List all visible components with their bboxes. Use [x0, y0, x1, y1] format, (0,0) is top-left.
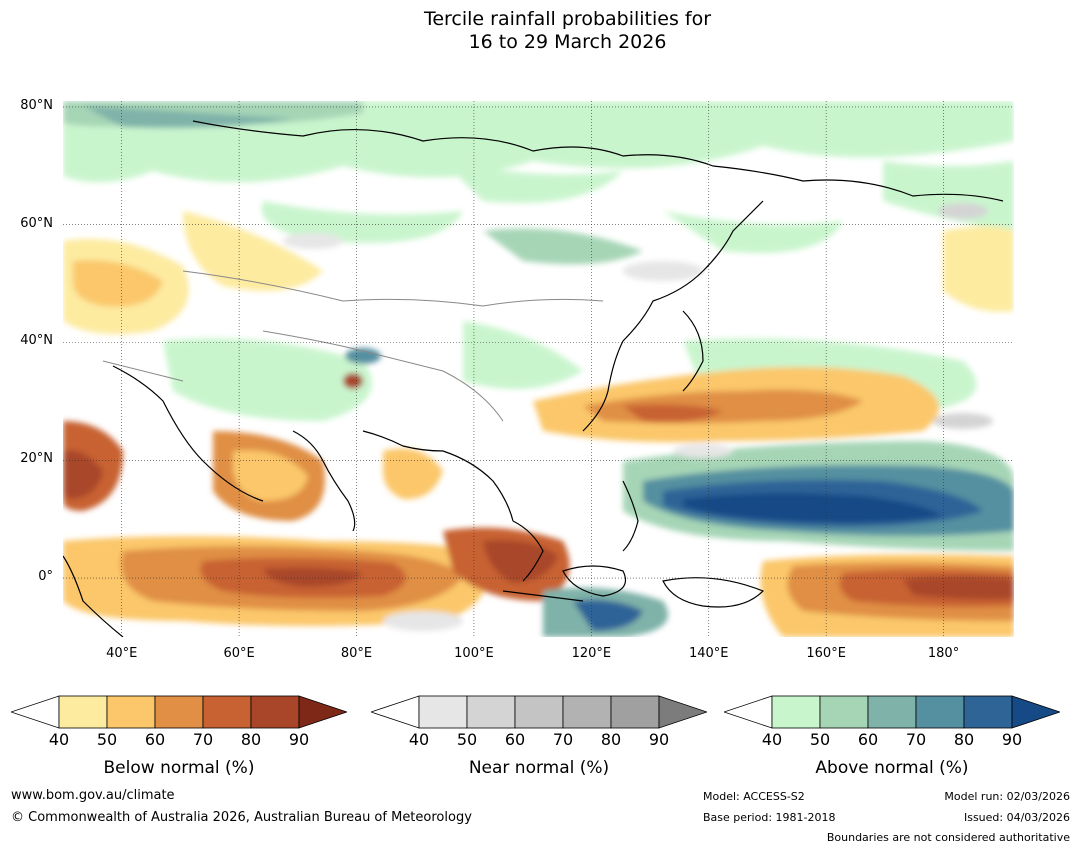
colorbar-tick-label: 90 [288, 730, 310, 749]
colorbar-tick-label: 50 [809, 730, 831, 749]
colorbar [724, 695, 1060, 729]
colorbar-box [58, 695, 108, 729]
longitude-label: 60°E [223, 646, 255, 661]
colorbar-tick-label: 50 [96, 730, 118, 749]
colorbar-tick-label: 70 [192, 730, 214, 749]
base-period: Base period: 1981-2018 [703, 811, 836, 824]
legend-title: Above normal (%) [815, 758, 969, 778]
chart-title: Tercile rainfall probabilities for 16 to… [0, 8, 1081, 54]
colorbar-tick-label: 40 [408, 730, 430, 749]
map-svg [63, 101, 1014, 637]
colorbar-box [867, 695, 917, 729]
colorbar-tick-label: 50 [456, 730, 478, 749]
gridlines [63, 101, 1014, 637]
colorbar-over-triangle [1011, 695, 1060, 729]
colorbar-tick-label: 70 [905, 730, 927, 749]
latitude-label: 0° [38, 569, 53, 585]
colorbar-tick-label: 60 [144, 730, 166, 749]
longitude-label: 180° [927, 646, 960, 661]
colorbar-tick-label: 90 [648, 730, 670, 749]
colorbar-box [963, 695, 1013, 729]
colorbar-legend: 40 50 60 70 80 90 [371, 694, 707, 750]
longitude-label: 40°E [106, 646, 138, 661]
colorbar-box [771, 695, 821, 729]
issued-date: Issued: 04/03/2026 [963, 811, 1070, 824]
coastlines [63, 120, 1004, 637]
colorbar [371, 695, 707, 729]
colorbar-box [466, 695, 516, 729]
colorbar-box [202, 695, 252, 729]
colorbar-box [418, 695, 468, 729]
colorbar-over-triangle [658, 695, 707, 729]
colorbar-legend: 40 50 60 70 80 90 [724, 694, 1060, 750]
colorbar-box [514, 695, 564, 729]
longitude-label: 120°E [571, 646, 612, 661]
probability-fields [63, 101, 1014, 637]
latitude-label: 80°N [20, 97, 53, 113]
longitude-label: 160°E [806, 646, 846, 661]
colorbar-box [562, 695, 612, 729]
legend-title: Near normal (%) [468, 758, 610, 778]
colorbar-tick-label: 80 [240, 730, 262, 749]
colorbar-tick-label: 80 [600, 730, 622, 749]
longitude-label: 140°E [688, 646, 729, 661]
latitude-label: 20°N [20, 451, 53, 467]
country-borders [102, 270, 604, 422]
colorbar-box [819, 695, 869, 729]
latitude-label: 60°N [20, 215, 53, 231]
latitude-label: 40°N [20, 333, 53, 349]
colorbar-box [250, 695, 300, 729]
colorbar-ticks: 40 50 60 70 80 90 [724, 730, 1060, 750]
colorbar-under-triangle [11, 695, 60, 729]
website-link[interactable]: www.bom.gov.au/climate [11, 788, 175, 803]
colorbar-under-triangle [724, 695, 773, 729]
title-line-1: Tercile rainfall probabilities for [423, 8, 712, 30]
rainfall-probability-map [63, 101, 1014, 637]
colorbar-tick-label: 40 [48, 730, 70, 749]
colorbar-box [106, 695, 156, 729]
colorbar-tick-label: 80 [953, 730, 975, 749]
model-name: Model: ACCESS-S2 [703, 790, 805, 803]
colorbar-legend: 40 50 60 70 80 90 [11, 694, 347, 750]
colorbar-under-triangle [371, 695, 420, 729]
colorbar-ticks: 40 50 60 70 80 90 [11, 730, 347, 750]
colorbar-box [915, 695, 965, 729]
colorbar-tick-label: 90 [1001, 730, 1023, 749]
colorbar-box [610, 695, 660, 729]
copyright-text: © Commonwealth of Australia 2026, Austra… [11, 810, 472, 825]
title-line-2: 16 to 29 March 2026 [468, 31, 667, 53]
colorbar-tick-label: 70 [552, 730, 574, 749]
model-run-date: Model run: 02/03/2026 [944, 790, 1070, 803]
colorbar-over-triangle [298, 695, 347, 729]
boundaries-disclaimer: Boundaries are not considered authoritat… [826, 831, 1070, 844]
longitude-label: 80°E [340, 646, 373, 661]
colorbar-tick-label: 40 [761, 730, 783, 749]
legend-title: Below normal (%) [103, 758, 255, 778]
colorbar [11, 695, 347, 729]
colorbar-tick-label: 60 [857, 730, 879, 749]
longitude-label: 100°E [454, 646, 494, 661]
colorbar-tick-label: 60 [504, 730, 526, 749]
colorbar-ticks: 40 50 60 70 80 90 [371, 730, 707, 750]
colorbar-box [154, 695, 204, 729]
